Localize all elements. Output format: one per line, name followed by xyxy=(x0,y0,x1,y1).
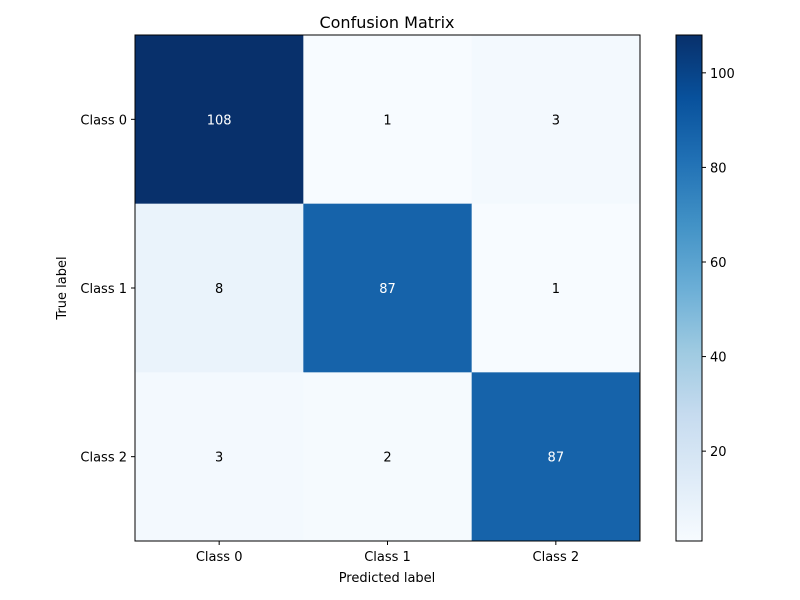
cell-value-r2-c2: 87 xyxy=(548,451,565,466)
heatmap-cell-r0-c0 xyxy=(135,35,304,205)
y-tick-label-1: Class 1 xyxy=(80,282,127,297)
cell-value-r0-c0: 108 xyxy=(207,113,232,128)
y-axis-ticks: Class 0 Class 1 Class 2 xyxy=(80,113,135,466)
y-axis-label: True label xyxy=(55,256,70,320)
colorbar-ticks: 20 40 60 80 100 xyxy=(702,67,735,460)
heatmap-cell-r0-c1 xyxy=(303,35,473,205)
cell-value-r1-c0: 8 xyxy=(215,282,223,297)
x-axis-label: Predicted label xyxy=(339,571,436,586)
colorbar xyxy=(675,34,703,542)
chart-title: Confusion Matrix xyxy=(319,13,454,32)
x-axis-ticks: Class 0 Class 1 Class 2 xyxy=(196,541,579,565)
cell-value-r2-c1: 2 xyxy=(383,451,391,466)
x-tick-label-1: Class 1 xyxy=(364,550,411,565)
heatmap-cell-labels: 108 1 3 8 87 1 3 2 87 xyxy=(207,113,564,465)
cell-value-r2-c0: 3 xyxy=(215,451,223,466)
y-tick-label-0: Class 0 xyxy=(80,113,127,128)
heatmap-cells xyxy=(135,35,641,542)
y-tick-label-2: Class 2 xyxy=(80,451,127,466)
cell-value-r0-c2: 3 xyxy=(552,113,560,128)
heatmap-cell-r0-c2 xyxy=(471,35,641,205)
x-tick-label-2: Class 2 xyxy=(533,550,580,565)
heatmap-cell-r2-c2 xyxy=(471,372,641,542)
heatmap-cell-r2-c0 xyxy=(135,372,304,542)
heatmap-cell-r1-c2 xyxy=(471,203,641,373)
cell-value-r1-c1: 87 xyxy=(379,282,396,297)
colorbar-tick-label-0: 20 xyxy=(710,445,727,460)
colorbar-tick-label-2: 60 xyxy=(710,256,727,271)
cell-value-r0-c1: 1 xyxy=(383,113,391,128)
heatmap-cell-r1-c1 xyxy=(303,203,473,373)
colorbar-tick-label-1: 40 xyxy=(710,351,727,366)
cell-value-r1-c2: 1 xyxy=(552,282,560,297)
heatmap-cell-r2-c1 xyxy=(303,372,473,542)
x-tick-label-0: Class 0 xyxy=(196,550,243,565)
heatmap-cell-r1-c0 xyxy=(135,203,304,373)
colorbar-tick-label-3: 80 xyxy=(710,161,727,176)
colorbar-tick-label-4: 100 xyxy=(710,67,735,82)
